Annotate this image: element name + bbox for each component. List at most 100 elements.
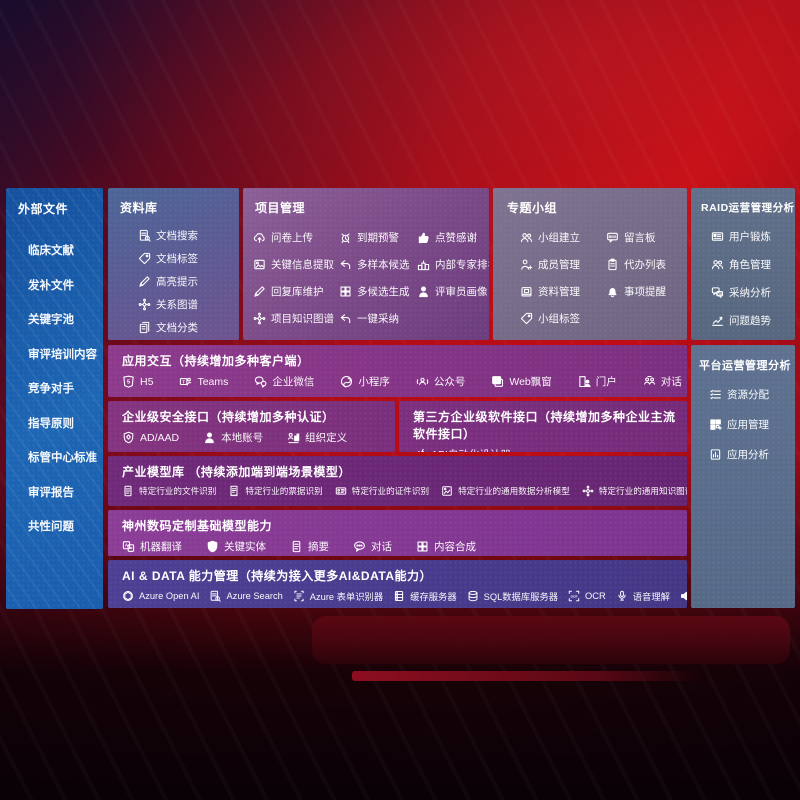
pen-icon [138, 275, 151, 288]
translate-icon [122, 540, 135, 553]
feature-item: 本地账号 [203, 430, 263, 445]
feature-item: 应用管理 [709, 417, 795, 432]
enterprise-security-bar: 企业级安全接口（持续增加多种认证） AD/AAD 本地账号 组织定义 [108, 401, 395, 452]
feature-item: H5 [122, 375, 153, 388]
feature-item: 门户 [578, 374, 617, 389]
thirdparty-software-bar: 第三方企业级软件接口（持续增加多种企业主流软件接口） API自动化设计器 [399, 401, 687, 452]
feature-label: 审评报告 [28, 486, 74, 499]
feature-item: 用户锻炼 [711, 229, 795, 244]
industry-models-title: 产业模型库 （持续添加端到端场景模型） [122, 465, 351, 479]
feature-item: 摘要 [290, 539, 329, 554]
doc-search-icon [209, 590, 221, 602]
raid-operations-title: RAID运营管理分析 [701, 202, 795, 214]
feature-item: 关键实体 [206, 539, 266, 554]
feature-item: 回复库维护 [253, 284, 339, 299]
feature-item: 对话 [643, 374, 682, 389]
feature-item: 小组标签 [520, 311, 606, 326]
feature-item: 特定行业的证件识别 [335, 485, 429, 497]
feature-item: Azure Search [209, 590, 283, 602]
feature-label: AD/AAD [140, 431, 180, 444]
feature-label: 摘要 [308, 541, 329, 553]
reply-arrow-icon [339, 258, 352, 271]
feature-label: 文档搜索 [156, 230, 198, 242]
feature-item: 代办列表 [606, 257, 687, 272]
cache-icon [393, 590, 405, 602]
chat-icon [353, 540, 366, 553]
portal-icon [578, 375, 591, 388]
ai-data-capability-title: AI & DATA 能力管理（持续为接入更多AI&DATA能力） [122, 569, 432, 583]
docs-icon [138, 321, 151, 334]
raid-operations-panel: RAID运营管理分析 用户锻炼 角色管理 采纳分析 问题趋势 [691, 188, 795, 340]
feature-item: 高亮提示 [138, 274, 239, 289]
list-icon [709, 388, 722, 401]
feature-item: 评审员画像 [417, 284, 489, 299]
feature-label: 公众号 [433, 376, 466, 388]
feature-item: 小组建立 [520, 230, 606, 245]
sidebar-item: 审评报告 [6, 484, 103, 500]
feature-label: 对话 [660, 376, 682, 388]
feature-label: 特定行业的票据识别 [245, 486, 323, 496]
feature-item: 特定行业的通用知识图谱模型 [582, 485, 687, 497]
feature-item: API自动化设计器 [413, 447, 511, 452]
feature-label: 项目知识图谱 [271, 313, 334, 325]
feature-label: 高亮提示 [156, 276, 198, 288]
feature-item: 语音理解 [616, 589, 670, 603]
tag-icon [138, 252, 151, 265]
special-groups-title: 专题小组 [507, 201, 558, 215]
feature-label: 发补文件 [28, 279, 74, 292]
grid-icon [709, 418, 722, 431]
feature-item: 问卷上传 [253, 230, 339, 245]
form-icon [293, 590, 305, 602]
feature-label: 到期预警 [357, 232, 399, 244]
repository-title: 资料库 [120, 201, 158, 215]
org-icon [287, 431, 300, 444]
wechat-work-icon [254, 375, 267, 388]
foundation-model-list: 机器翻译 关键实体 摘要 对话 内容合成 [122, 539, 687, 554]
thirdparty-software-list: API自动化设计器 [413, 447, 687, 452]
shield-a-icon [206, 540, 219, 553]
receipt-icon [228, 485, 240, 497]
feature-label: 内容合成 [434, 541, 476, 553]
feature-item: AD/AAD [122, 431, 179, 444]
feature-item: 组织定义 [287, 430, 347, 445]
feature-label: 指导原则 [28, 417, 74, 430]
feature-item: 多样本候选 [339, 257, 417, 272]
feature-item: 公众号 [416, 374, 466, 389]
miniprogram-icon [340, 375, 353, 388]
feature-item: 项目知识图谱 [253, 311, 339, 326]
platform-operations-panel: 平台运营管理分析 资源分配 应用管理 应用分析 [691, 345, 795, 608]
feature-label: 语音理解 [632, 592, 670, 602]
special-groups-list: 小组建立 留言板 成员管理 代办列表 资料管理 事项提醒 小组标签 [520, 230, 687, 326]
feature-label: 审评培训内容 [28, 348, 97, 361]
dialog-icon [643, 375, 656, 388]
feature-item: 角色管理 [711, 257, 795, 272]
feature-label: 多候选生成 [357, 286, 410, 298]
feature-item: 对话 [353, 539, 392, 554]
feature-item: 特定行业的票据识别 [228, 485, 323, 497]
feature-label: 组织定义 [305, 432, 348, 444]
feature-item: 内容合成 [416, 539, 476, 554]
network-icon [253, 312, 266, 325]
platform-operations-list: 资源分配 应用管理 应用分析 [709, 387, 795, 462]
sidebar-item: 关键字池 [6, 311, 103, 327]
feature-label: 内部专家排名 [435, 259, 489, 271]
feature-item: 内部专家排名 [417, 257, 489, 272]
rank-podium-icon [417, 258, 430, 271]
puzzle-icon [416, 540, 429, 553]
users-icon [520, 231, 533, 244]
feature-label: 资源分配 [727, 389, 769, 401]
puzzle-icon [339, 285, 352, 298]
openai-icon [122, 590, 134, 602]
voice-icon [616, 590, 628, 602]
feature-label: 事项提醒 [624, 286, 666, 298]
network-icon [138, 298, 151, 311]
feature-label: H5 [140, 375, 154, 388]
teams-icon [179, 375, 192, 388]
foundation-model-title: 神州数码定制基础模型能力 [122, 519, 273, 533]
pen-icon [253, 285, 266, 298]
feature-item: 点赞感谢 [417, 230, 489, 245]
feature-item: SQL数据库服务器 [467, 589, 558, 603]
